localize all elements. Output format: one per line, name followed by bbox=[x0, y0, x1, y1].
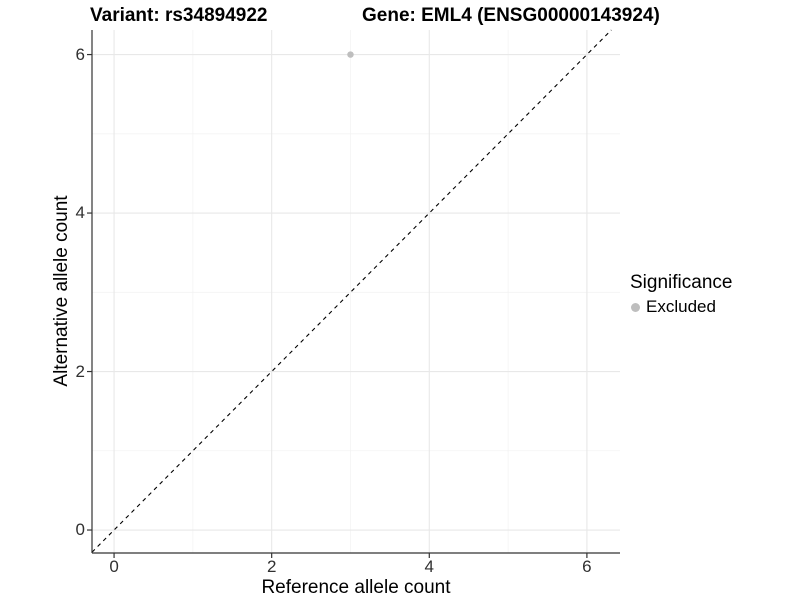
legend-item-label: Excluded bbox=[646, 297, 716, 316]
legend: Significance Excluded bbox=[630, 272, 732, 317]
legend-circle-marker-icon bbox=[631, 302, 640, 312]
plot-title-variant: Variant: rs34894922 bbox=[90, 5, 268, 26]
x-tick-label-2: 2 bbox=[266, 557, 277, 576]
identity-dashed-line bbox=[91, 29, 612, 553]
major-gridlines bbox=[92, 30, 620, 553]
x-tick-label-6: 6 bbox=[582, 557, 592, 576]
legend-item-excluded: Excluded bbox=[630, 297, 732, 317]
y-tick-label-4: 4 bbox=[75, 203, 85, 223]
x-tick-label-0: 0 bbox=[109, 557, 119, 576]
y-tick-label-6: 6 bbox=[75, 44, 85, 64]
plot-title-gene: Gene: EML4 (ENSG00000143924) bbox=[362, 5, 660, 26]
data-points bbox=[347, 51, 354, 58]
y-axis-title: Alternative allele count bbox=[51, 195, 72, 387]
y-tick-label-2: 2 bbox=[75, 361, 85, 381]
x-axis-title: Reference allele count bbox=[261, 577, 451, 598]
x-tick-label-4: 4 bbox=[424, 557, 435, 576]
minor-gridlines bbox=[92, 30, 620, 553]
y-tick-label-0: 0 bbox=[75, 520, 85, 540]
axis-lines bbox=[91, 30, 620, 554]
axis-tick-marks bbox=[87, 53, 588, 558]
legend-title: Significance bbox=[630, 272, 733, 293]
